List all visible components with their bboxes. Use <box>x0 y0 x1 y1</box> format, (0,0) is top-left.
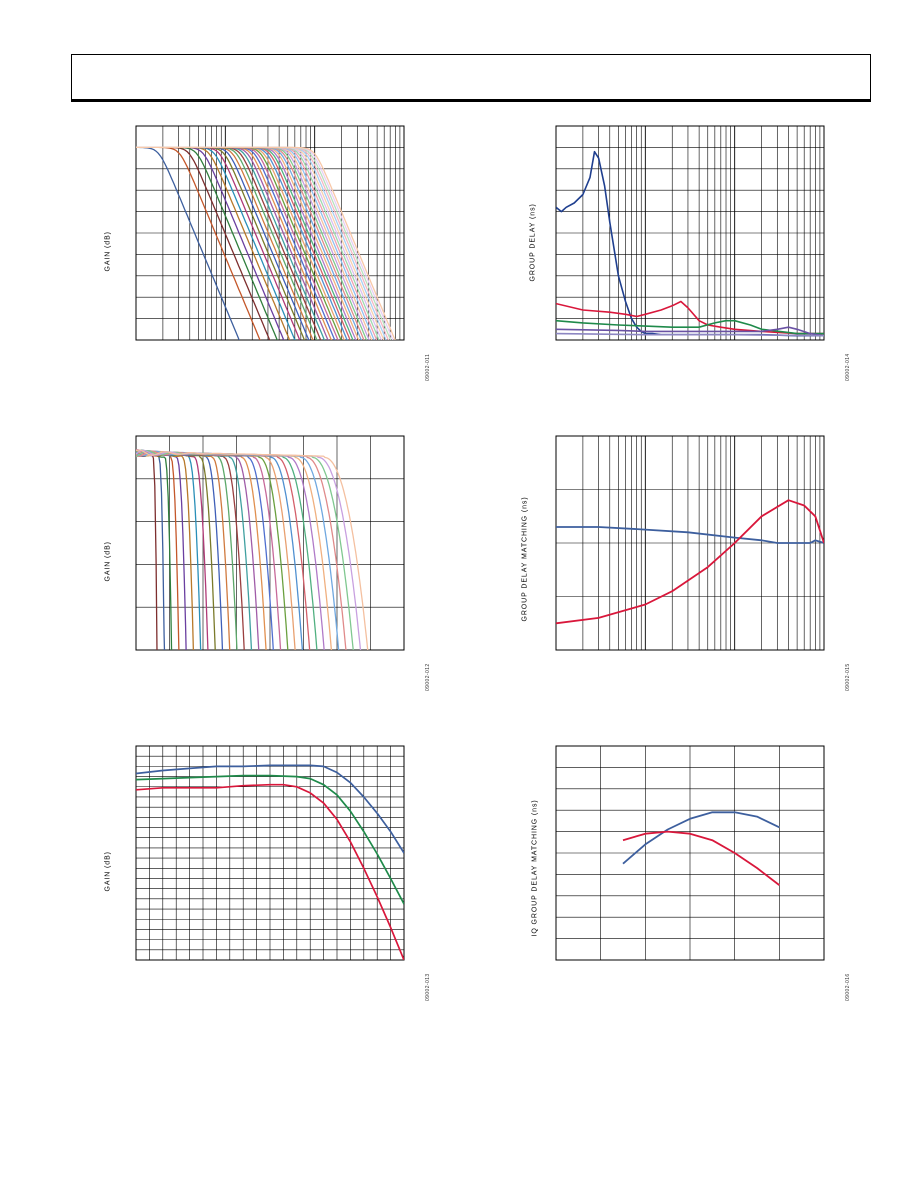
plot-svg <box>555 435 825 651</box>
chart-gain-log-family: GAIN (dB) 09002-011 <box>90 118 450 381</box>
plot-svg <box>135 745 405 961</box>
group-delay-matching-curve <box>556 526 824 544</box>
gain-curve <box>136 449 187 650</box>
gain-curve <box>136 774 404 905</box>
grid <box>555 745 825 961</box>
chart-group-delay-matching: GROUP DELAY MATCHING (ns) 09002-015 <box>510 428 870 691</box>
y-axis-label: GAIN (dB) <box>104 851 112 892</box>
chart-gain-linear-family: GAIN (dB) 09002-012 <box>90 428 450 691</box>
gain-curve <box>136 449 369 650</box>
page-header-box <box>71 54 871 102</box>
figure-number: 09002-013 <box>425 973 431 1001</box>
iq-group-delay-matching-curve <box>622 811 780 865</box>
grid <box>135 125 405 341</box>
group-delay-curve <box>556 332 824 337</box>
figure-number: 09002-011 <box>425 353 431 381</box>
figure-number: 09002-015 <box>845 663 851 691</box>
gain-curve <box>136 449 195 650</box>
grid <box>135 745 405 961</box>
figure-number: 09002-012 <box>425 663 431 691</box>
grid <box>555 125 825 341</box>
series-group <box>556 150 824 337</box>
gain-curve <box>136 764 404 854</box>
y-axis-label: GAIN (dB) <box>104 541 112 582</box>
series-group <box>136 449 369 650</box>
figure-number: 09002-016 <box>845 973 851 1001</box>
plot-frame <box>555 745 825 961</box>
group-delay-curve <box>556 300 824 335</box>
gain-curve <box>136 146 261 340</box>
chart-gain-three-curves: GAIN (dB) 09002-013 <box>90 738 450 1001</box>
y-axis-label: GROUP DELAY MATCHING (ns) <box>521 496 529 622</box>
plot-svg <box>135 125 405 341</box>
gain-curve <box>136 146 271 340</box>
gain-curve <box>136 146 396 340</box>
group-delay-curve <box>556 319 824 335</box>
series-group <box>136 146 396 340</box>
plot-frame <box>555 125 825 341</box>
group-delay-curve <box>556 326 824 337</box>
gain-curve <box>136 783 404 960</box>
plot-frame <box>135 435 405 651</box>
series-group <box>622 811 780 886</box>
plot-svg <box>555 125 825 341</box>
plot-svg <box>135 435 405 651</box>
y-axis-label: IQ GROUP DELAY MATCHING (ns) <box>531 799 539 937</box>
chart-group-delay: GROUP DELAY (ns) 09002-014 <box>510 118 870 381</box>
y-axis-label: GAIN (dB) <box>104 231 112 272</box>
group-delay-matching-curve <box>556 499 824 625</box>
group-delay-curve <box>556 150 824 337</box>
iq-group-delay-matching-curve <box>622 830 780 886</box>
plot-svg <box>555 745 825 961</box>
y-axis-label: GROUP DELAY (ns) <box>529 203 537 282</box>
figure-number: 09002-014 <box>845 353 851 381</box>
grid <box>555 435 825 651</box>
series-group <box>136 764 404 960</box>
gain-curve <box>136 146 240 340</box>
chart-iq-group-delay-matching: IQ GROUP DELAY MATCHING (ns) 09002-016 <box>510 738 870 1001</box>
series-group <box>556 499 824 625</box>
